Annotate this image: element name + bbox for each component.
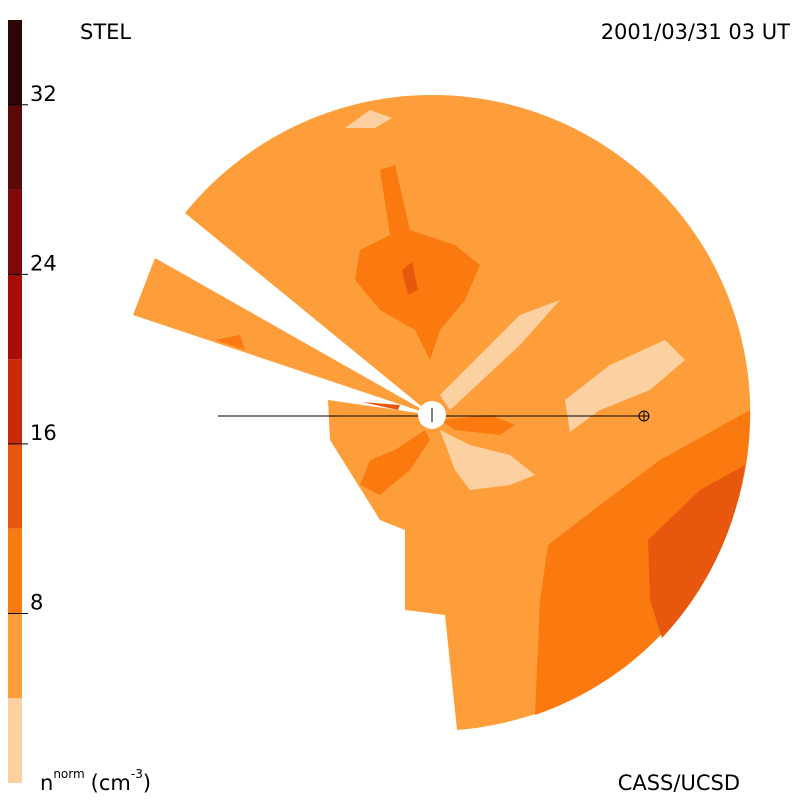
colorbar-label-part: n xyxy=(40,771,53,795)
colorbar-band xyxy=(8,613,22,699)
map-region xyxy=(648,465,745,638)
colorbar-band xyxy=(8,698,22,783)
density-map xyxy=(133,94,751,730)
chart-subtitle: 2001/03/31 03 UT xyxy=(601,20,790,44)
colorbar-tick-label: 32 xyxy=(30,82,57,106)
colorbar-band xyxy=(8,189,22,275)
map-region xyxy=(440,415,515,435)
map-region xyxy=(440,430,535,490)
map-region xyxy=(355,165,480,360)
map-region xyxy=(535,410,751,715)
colorbar-label-part: ) xyxy=(143,771,151,795)
map-region xyxy=(360,430,430,495)
map-region xyxy=(133,258,432,415)
map-region xyxy=(215,335,245,350)
colorbar-band xyxy=(8,528,22,614)
colorbar-label-part: (cm xyxy=(91,771,131,795)
colorbar-band xyxy=(8,104,22,190)
colorbar-band xyxy=(8,20,22,105)
colorbar-band xyxy=(8,359,22,444)
map-region xyxy=(440,300,560,410)
map-region xyxy=(402,262,418,295)
colorbar-label-part: norm xyxy=(53,767,84,781)
map-region xyxy=(345,110,392,128)
colorbar-band xyxy=(8,443,22,529)
map-region xyxy=(362,402,400,410)
colorbar-label-part: -3 xyxy=(131,767,143,781)
colorbar-tick-label: 16 xyxy=(30,421,57,445)
colorbar-tick-label: 24 xyxy=(30,251,57,275)
map-region xyxy=(565,340,685,432)
chart-title: STEL xyxy=(80,20,131,44)
credit: CASS/UCSD xyxy=(618,771,740,795)
colorbar-tick-label: 8 xyxy=(30,590,43,614)
map-region xyxy=(185,94,751,730)
colorbar-band xyxy=(8,274,22,360)
colorbar-label: nnorm (cm-3) xyxy=(40,767,151,796)
